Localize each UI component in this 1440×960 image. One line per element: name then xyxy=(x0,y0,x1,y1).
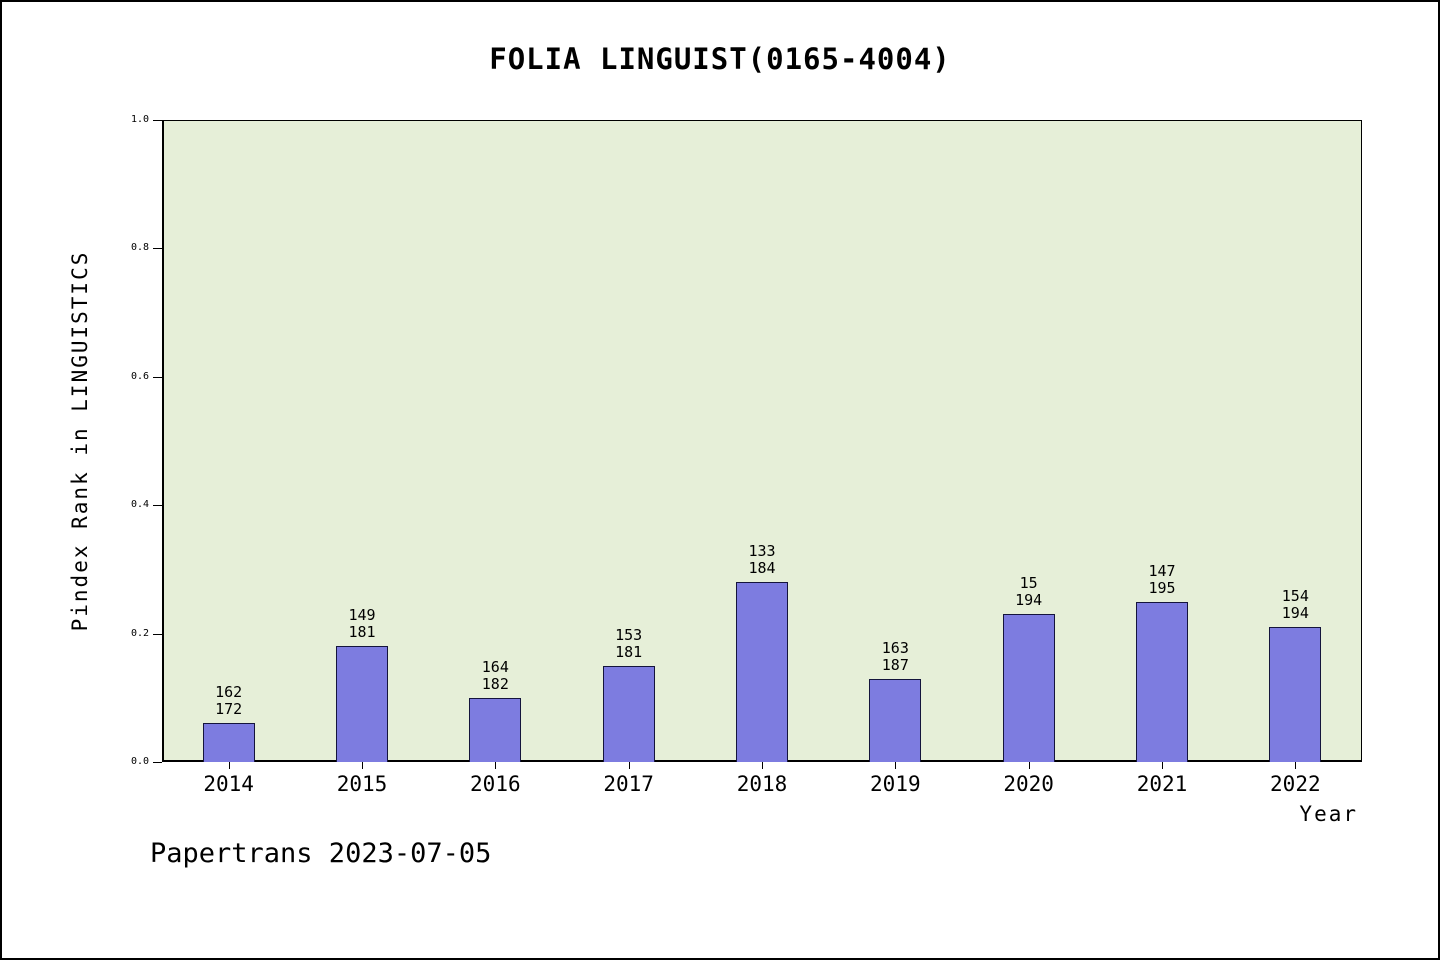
x-tick-label-2018: 2018 xyxy=(736,772,788,796)
bar-value-label-2020: 15 194 xyxy=(1015,574,1043,610)
y-tick xyxy=(153,120,162,121)
plot-layer: 162 172 2014 149 181 2015 164 182 2016 153 181… xyxy=(131,114,1362,796)
bar-2020 xyxy=(1002,614,1055,762)
plot-wrap: 162 172 2014 149 181 2015 164 182 2016 153 181… xyxy=(131,114,1362,796)
chart-title: FOLIA LINGUIST(0165-4004) xyxy=(489,42,951,76)
y-tick-label-0.4: 0.4 xyxy=(130,499,149,511)
x-tick xyxy=(495,762,497,769)
y-tick-label-0.2: 0.2 xyxy=(130,627,149,639)
x-axis-label: Year xyxy=(1299,802,1358,826)
y-tick xyxy=(153,762,162,763)
bar-value-label-2014: 162 172 xyxy=(215,683,243,719)
x-tick xyxy=(895,762,897,769)
bar-2015 xyxy=(335,646,388,762)
bar-value-label-2016: 164 182 xyxy=(481,657,509,693)
y-tick xyxy=(153,505,162,507)
bar-2018 xyxy=(736,582,788,762)
x-tick-label-2015: 2015 xyxy=(336,772,388,796)
bar-value-label-2015: 149 181 xyxy=(348,606,376,642)
y-tick-label-0.8: 0.8 xyxy=(130,242,149,254)
x-tick xyxy=(228,762,230,769)
y-axis-label: Pindex Rank in LINGUISTICS xyxy=(68,250,92,632)
bar-2022 xyxy=(1269,627,1322,762)
footer-text: Papertrans 2023-07-05 xyxy=(150,838,492,869)
bar-2016 xyxy=(469,697,522,762)
y-tick xyxy=(153,376,162,378)
bar-value-label-2019: 163 187 xyxy=(881,638,909,674)
x-tick-label-2014: 2014 xyxy=(203,772,254,796)
x-tick-label-2016: 2016 xyxy=(470,772,521,796)
bar-2014 xyxy=(202,723,255,762)
x-tick-label-2020: 2020 xyxy=(1003,772,1054,796)
x-tick-label-2019: 2019 xyxy=(870,772,921,796)
y-tick xyxy=(153,633,162,635)
bar-2017 xyxy=(602,665,655,762)
bar-value-label-2018: 133 184 xyxy=(748,542,776,578)
x-tick-label-2022: 2022 xyxy=(1270,772,1321,796)
x-tick xyxy=(628,762,630,769)
x-tick xyxy=(1162,762,1163,769)
bar-2021 xyxy=(1136,601,1188,762)
x-tick xyxy=(1295,762,1297,769)
x-tick xyxy=(1028,762,1030,769)
bar-value-label-2022: 154 194 xyxy=(1281,587,1309,623)
y-tick-label-1.0: 1.0 xyxy=(130,114,149,125)
y-tick-label-0.6: 0.6 xyxy=(130,370,149,382)
x-tick-label-2017: 2017 xyxy=(603,772,654,796)
bar-value-label-2021: 147 195 xyxy=(1148,561,1176,597)
bar-2019 xyxy=(869,678,922,762)
bar-value-label-2017: 153 181 xyxy=(615,625,643,661)
x-tick-label-2021: 2021 xyxy=(1136,772,1188,796)
y-tick-label-0.0: 0.0 xyxy=(130,756,149,767)
x-tick xyxy=(362,762,363,769)
y-tick xyxy=(153,248,162,250)
x-tick xyxy=(762,762,763,769)
